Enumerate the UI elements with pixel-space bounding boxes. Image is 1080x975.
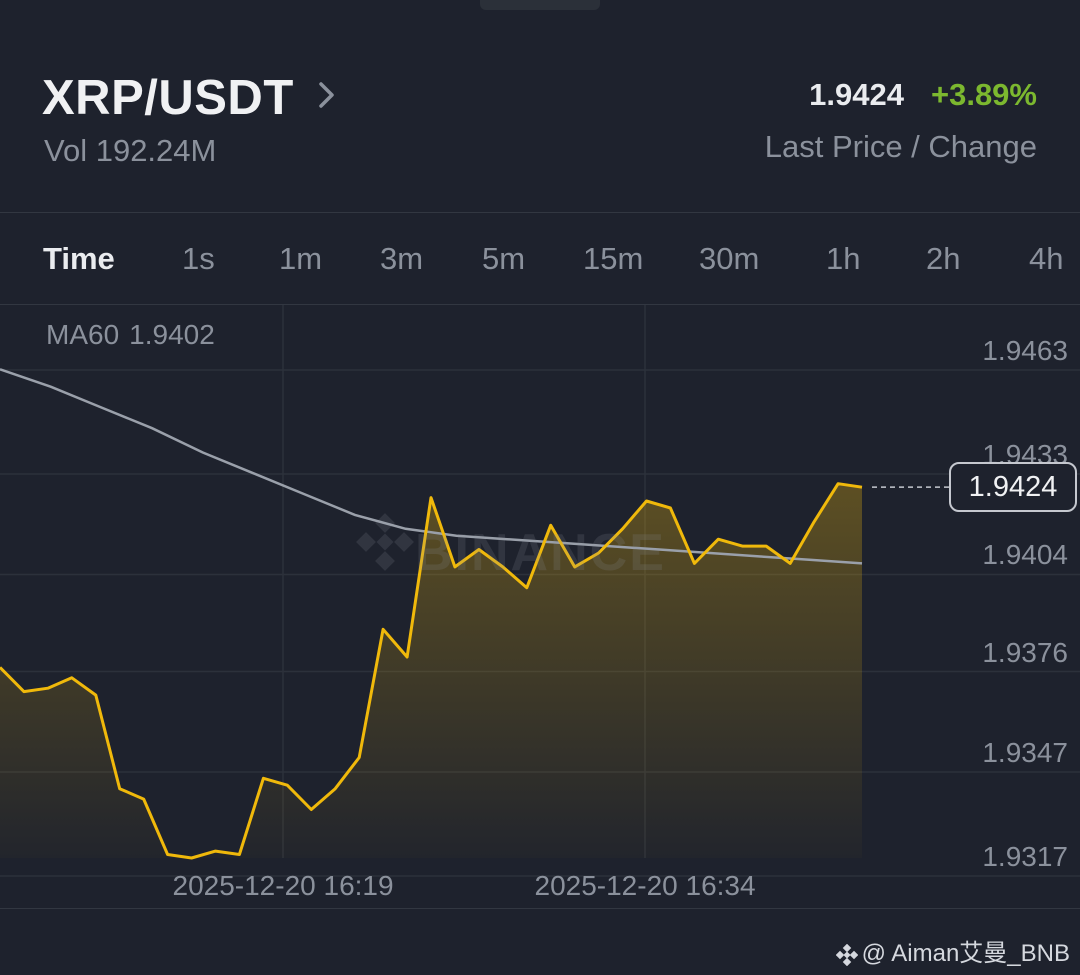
x-tick-label: 2025-12-20 16:19 [172, 870, 394, 901]
tab-time[interactable]: Time [43, 241, 115, 276]
ma-value: 1.9402 [129, 319, 215, 350]
author-credit: @ Aiman艾曼_BNB [835, 933, 1070, 968]
tab-1s[interactable]: 1s [182, 241, 215, 276]
divider [0, 212, 1080, 213]
volume-label: Vol 192.24M [44, 133, 217, 168]
chevron-right-icon[interactable] [316, 80, 338, 110]
price-line [0, 482, 863, 860]
y-tick-label: 1.9404 [982, 539, 1068, 571]
price-change-percent: +3.89% [930, 77, 1037, 112]
divider [0, 908, 1080, 909]
tab-5m[interactable]: 5m [482, 241, 526, 276]
x-tick-label: 2025-12-20 16:34 [534, 870, 756, 901]
binance-diamond-icon [835, 943, 858, 966]
pair-title[interactable]: XRP/USDT [42, 71, 294, 125]
credit-text: @ Aiman艾曼_BNB [861, 940, 1070, 967]
ma-indicator-label: MA60 1.9402 [46, 319, 225, 351]
binance-logo-icon [356, 513, 414, 571]
tab-30m[interactable]: 30m [699, 241, 760, 276]
interval-tabs: Time 1s 1m 3m 5m 15m 30m 1h 2h 4h [0, 213, 1080, 304]
pair-header: XRP/USDT Vol 192.24M 1.9424 +3.89% Last … [0, 0, 1080, 212]
tab-1m[interactable]: 1m [279, 241, 323, 276]
price-caption: Last Price / Change [764, 129, 1037, 164]
tab-4h[interactable]: 4h [1029, 241, 1064, 276]
price-chart[interactable]: MA60 1.9402 BINANCE 1.9463 1.9433 1.9404 1.9… [0, 305, 1080, 908]
y-tick-label: 1.9347 [982, 737, 1068, 769]
chart-canvas[interactable] [0, 305, 1080, 908]
y-tick-label: 1.9463 [982, 335, 1068, 366]
sheet-grabber[interactable] [480, 0, 600, 10]
price-area-fill [0, 483, 862, 858]
tab-3m[interactable]: 3m [380, 241, 424, 276]
divider [0, 304, 1080, 305]
tab-2h[interactable]: 2h [926, 241, 961, 276]
ma60-line [0, 368, 863, 565]
tab-1h[interactable]: 1h [826, 241, 861, 276]
y-tick-label: 1.9317 [982, 841, 1068, 872]
exchange-watermark: BINANCE [415, 524, 666, 582]
current-price-tag: 1.9424 [949, 462, 1077, 513]
tab-15m[interactable]: 15m [583, 241, 644, 276]
y-tick-label: 1.9376 [982, 636, 1068, 668]
last-price: 1.9424 [809, 77, 904, 112]
ma-name: MA60 [46, 319, 120, 350]
